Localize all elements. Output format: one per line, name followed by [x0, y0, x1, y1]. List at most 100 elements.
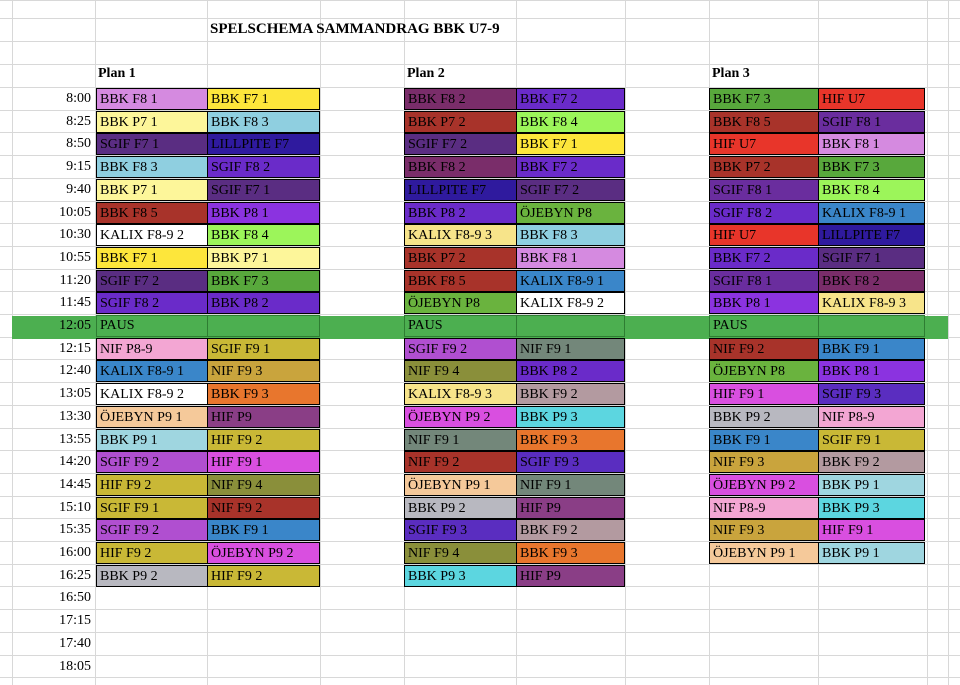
- match-team-cell[interactable]: BBK F7 2: [709, 247, 819, 269]
- match-team-cell[interactable]: HIF F9 2: [96, 474, 208, 496]
- match-team-cell[interactable]: ÖJEBYN P9 1: [96, 406, 208, 428]
- match-team-cell[interactable]: BBK P9 1: [96, 429, 208, 451]
- match-team-cell[interactable]: HIF F9 1: [818, 519, 925, 541]
- match-team-cell[interactable]: BBK F7 2: [516, 88, 625, 110]
- match-team-cell[interactable]: BBK F8 2: [818, 270, 925, 292]
- match-team-cell[interactable]: BBK F8 5: [709, 111, 819, 133]
- match-team-cell[interactable]: BBK F7 3: [207, 270, 320, 292]
- match-team-cell[interactable]: KALIX F8-9 2: [516, 292, 625, 314]
- match-team-cell[interactable]: SGIF F9 2: [96, 519, 208, 541]
- match-team-cell[interactable]: LILLPITE F7: [818, 224, 925, 246]
- match-team-cell[interactable]: ÖJEBYN P9 2: [404, 406, 517, 428]
- match-team-cell[interactable]: BBK F9 1: [818, 338, 925, 360]
- match-team-cell[interactable]: BBK P8 1: [207, 202, 320, 224]
- match-team-cell[interactable]: BBK P8 1: [818, 360, 925, 382]
- match-team-cell[interactable]: LILLPITE F7: [404, 179, 517, 201]
- match-team-cell[interactable]: BBK F7 3: [818, 156, 925, 178]
- match-team-cell[interactable]: NIF F9 4: [207, 474, 320, 496]
- match-team-cell[interactable]: NIF F9 2: [404, 451, 517, 473]
- match-team-cell[interactable]: BBK F9 3: [516, 542, 625, 564]
- match-team-cell[interactable]: ÖJEBYN P9 2: [709, 474, 819, 496]
- match-team-cell[interactable]: NIF P8-9: [709, 497, 819, 519]
- match-team-cell[interactable]: BBK F7 1: [96, 247, 208, 269]
- match-team-cell[interactable]: SGIF F8 1: [709, 270, 819, 292]
- match-team-cell[interactable]: SGIF F7 1: [207, 179, 320, 201]
- match-team-cell[interactable]: BBK P9 1: [818, 474, 925, 496]
- match-team-cell[interactable]: HIF U7: [818, 88, 925, 110]
- match-team-cell[interactable]: BBK F7 2: [516, 156, 625, 178]
- match-team-cell[interactable]: ÖJEBYN P8: [709, 360, 819, 382]
- match-team-cell[interactable]: NIF F9 4: [404, 542, 517, 564]
- match-team-cell[interactable]: BBK P9 1: [818, 542, 925, 564]
- match-team-cell[interactable]: SGIF F9 1: [207, 338, 320, 360]
- match-team-cell[interactable]: KALIX F8-9 2: [96, 224, 208, 246]
- match-team-cell[interactable]: SGIF F7 1: [818, 247, 925, 269]
- match-team-cell[interactable]: BBK F9 1: [207, 519, 320, 541]
- match-team-cell[interactable]: BBK F8 3: [207, 111, 320, 133]
- match-team-cell[interactable]: SGIF F8 2: [709, 202, 819, 224]
- match-team-cell[interactable]: HIF F9 1: [709, 383, 819, 405]
- match-team-cell[interactable]: BBK F8 5: [404, 270, 517, 292]
- match-team-cell[interactable]: BBK F9 1: [709, 429, 819, 451]
- match-team-cell[interactable]: ÖJEBYN P8: [516, 202, 625, 224]
- match-team-cell[interactable]: BBK P9 3: [516, 406, 625, 428]
- match-team-cell[interactable]: KALIX F8-9 1: [516, 270, 625, 292]
- match-team-cell[interactable]: BBK F9 2: [516, 519, 625, 541]
- match-team-cell[interactable]: SGIF F7 2: [404, 133, 517, 155]
- match-team-cell[interactable]: BBK P9 2: [96, 565, 208, 587]
- match-team-cell[interactable]: NIF F9 2: [709, 338, 819, 360]
- match-team-cell[interactable]: BBK F9 2: [818, 451, 925, 473]
- match-team-cell[interactable]: KALIX F8-9 1: [96, 360, 208, 382]
- match-team-cell[interactable]: HIF F9 2: [207, 429, 320, 451]
- match-team-cell[interactable]: BBK P8 2: [404, 202, 517, 224]
- match-team-cell[interactable]: BBK P8 2: [207, 292, 320, 314]
- match-team-cell[interactable]: BBK P7 2: [709, 156, 819, 178]
- match-team-cell[interactable]: SGIF F9 2: [404, 338, 517, 360]
- match-team-cell[interactable]: BBK P7 2: [404, 111, 517, 133]
- match-team-cell[interactable]: SGIF F7 2: [96, 270, 208, 292]
- match-team-cell[interactable]: KALIX F8-9 1: [818, 202, 925, 224]
- match-team-cell[interactable]: SGIF F8 2: [207, 156, 320, 178]
- match-team-cell[interactable]: BBK P8 1: [709, 292, 819, 314]
- match-team-cell[interactable]: BBK F8 1: [818, 133, 925, 155]
- match-team-cell[interactable]: SGIF F9 1: [96, 497, 208, 519]
- match-team-cell[interactable]: BBK F8 2: [404, 156, 517, 178]
- match-team-cell[interactable]: BBK F8 4: [516, 111, 625, 133]
- match-team-cell[interactable]: NIF F9 1: [516, 474, 625, 496]
- match-team-cell[interactable]: SGIF F8 2: [96, 292, 208, 314]
- match-team-cell[interactable]: BBK P9 3: [404, 565, 517, 587]
- match-team-cell[interactable]: HIF P9: [516, 565, 625, 587]
- match-team-cell[interactable]: BBK F8 3: [96, 156, 208, 178]
- match-team-cell[interactable]: NIF P8-9: [818, 406, 925, 428]
- match-team-cell[interactable]: BBK P9 3: [818, 497, 925, 519]
- match-team-cell[interactable]: BBK F8 4: [818, 179, 925, 201]
- match-team-cell[interactable]: BBK F9 3: [207, 383, 320, 405]
- match-team-cell[interactable]: BBK F8 3: [516, 224, 625, 246]
- match-team-cell[interactable]: ÖJEBYN P9 2: [207, 542, 320, 564]
- match-team-cell[interactable]: BBK P7 2: [404, 247, 517, 269]
- match-team-cell[interactable]: HIF F9 2: [207, 565, 320, 587]
- match-team-cell[interactable]: LILLPITE F7: [207, 133, 320, 155]
- match-team-cell[interactable]: ÖJEBYN P9 1: [709, 542, 819, 564]
- match-team-cell[interactable]: BBK F8 5: [96, 202, 208, 224]
- match-team-cell[interactable]: HIF U7: [709, 224, 819, 246]
- match-team-cell[interactable]: HIF U7: [709, 133, 819, 155]
- match-team-cell[interactable]: BBK F9 2: [516, 383, 625, 405]
- match-team-cell[interactable]: SGIF F9 3: [818, 383, 925, 405]
- match-team-cell[interactable]: BBK F8 1: [96, 88, 208, 110]
- match-team-cell[interactable]: BBK P8 2: [516, 360, 625, 382]
- match-team-cell[interactable]: NIF F9 4: [404, 360, 517, 382]
- match-team-cell[interactable]: BBK P7 1: [207, 247, 320, 269]
- match-team-cell[interactable]: KALIX F8-9 3: [818, 292, 925, 314]
- match-team-cell[interactable]: BBK P7 1: [96, 179, 208, 201]
- match-team-cell[interactable]: BBK F7 1: [516, 133, 625, 155]
- match-team-cell[interactable]: NIF F9 3: [709, 519, 819, 541]
- match-team-cell[interactable]: SGIF F9 3: [516, 451, 625, 473]
- match-team-cell[interactable]: NIF F9 3: [207, 360, 320, 382]
- match-team-cell[interactable]: NIF F9 1: [516, 338, 625, 360]
- match-team-cell[interactable]: BBK P9 2: [404, 497, 517, 519]
- match-team-cell[interactable]: BBK P9 2: [709, 406, 819, 428]
- match-team-cell[interactable]: BBK F7 3: [709, 88, 819, 110]
- match-team-cell[interactable]: NIF F9 3: [709, 451, 819, 473]
- match-team-cell[interactable]: SGIF F7 1: [96, 133, 208, 155]
